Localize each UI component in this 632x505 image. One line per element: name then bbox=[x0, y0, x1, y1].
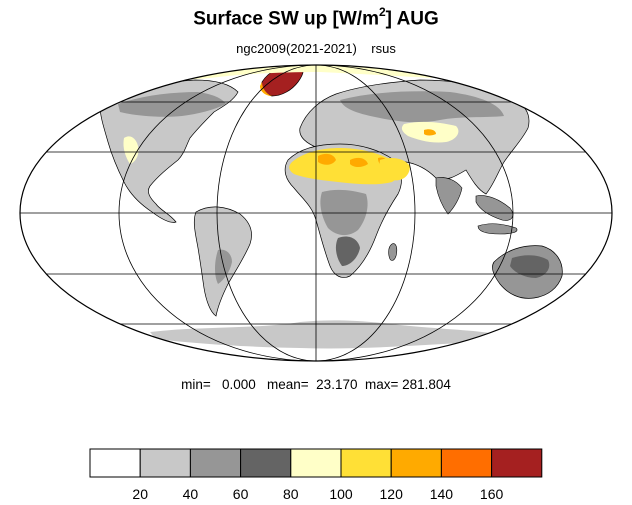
madagascar bbox=[388, 243, 398, 261]
sahara-yellow bbox=[289, 148, 398, 185]
world-map bbox=[19, 64, 613, 362]
australia-dark bbox=[510, 255, 550, 278]
lon-120-lines bbox=[118, 65, 514, 361]
antarctica bbox=[150, 320, 490, 349]
india bbox=[435, 177, 463, 215]
greenland-rim bbox=[260, 82, 272, 96]
map-fill bbox=[20, 65, 612, 361]
colorbar-swatch bbox=[290, 448, 342, 478]
stats-line: min= 0.000 mean= 23.170 max= 281.804 bbox=[181, 377, 451, 392]
north-america-west bbox=[123, 136, 139, 164]
title-text: Surface SW up [W/m bbox=[193, 8, 379, 30]
graticule bbox=[20, 65, 612, 361]
title-superscript: 2 bbox=[378, 5, 386, 19]
colorbar-swatch bbox=[340, 448, 392, 478]
colorbar-swatch bbox=[390, 448, 442, 478]
colorbar-tick-label: 60 bbox=[233, 486, 249, 502]
colorbar-swatch bbox=[139, 448, 191, 478]
title-suffix: ] AUG bbox=[385, 8, 439, 30]
colorbar-swatch bbox=[440, 448, 493, 478]
colorbar-tick-label: 140 bbox=[430, 486, 454, 502]
tibet-orange bbox=[424, 129, 436, 136]
colorbar-boxes bbox=[89, 448, 543, 478]
lon-60-lines bbox=[216, 65, 416, 361]
central-africa-dark bbox=[320, 189, 368, 236]
colorbar-tick-label: 80 bbox=[283, 486, 299, 502]
north-america bbox=[99, 79, 239, 223]
colorbar-swatch bbox=[240, 448, 292, 478]
colorbar-tick-label: 120 bbox=[380, 486, 404, 502]
colorbar-swatch bbox=[491, 448, 543, 478]
globe-outline bbox=[19, 64, 613, 362]
plot-title: Surface SW up [W/m2] AUG bbox=[0, 5, 632, 30]
indonesia bbox=[477, 223, 518, 235]
colorbar-tick-label: 160 bbox=[480, 486, 504, 502]
colorbar-tick-label: 20 bbox=[132, 486, 148, 502]
plot-subtitle: ngc2009(2021-2021) rsus bbox=[236, 41, 396, 56]
arctic-fringe bbox=[170, 65, 432, 80]
colorbar-labels: 20 40 60 80 100 120 140 160 bbox=[132, 486, 503, 502]
sahara-orange bbox=[318, 153, 389, 167]
arabia-yellow bbox=[379, 158, 410, 181]
colorbar-swatch bbox=[89, 448, 141, 478]
se-asia bbox=[475, 195, 514, 221]
colorbar-swatch bbox=[189, 448, 242, 478]
southern-africa-dark bbox=[335, 236, 360, 266]
north-america-dark-band bbox=[118, 92, 226, 117]
colorbar-tick-label: 40 bbox=[183, 486, 199, 502]
colorbar-tick-label: 100 bbox=[329, 486, 353, 502]
